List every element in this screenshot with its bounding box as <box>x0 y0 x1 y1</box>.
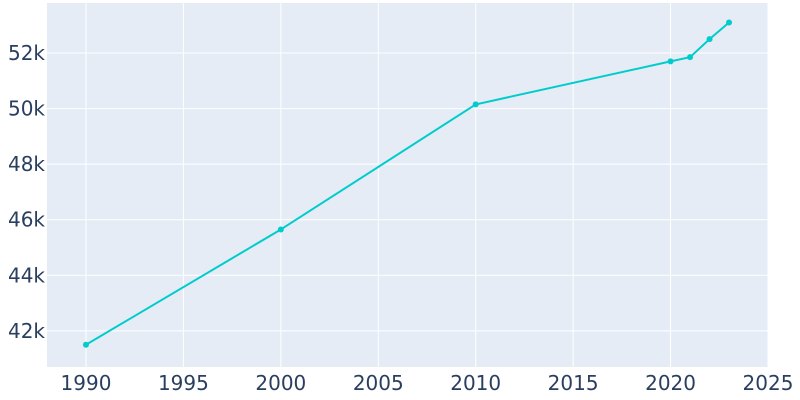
x-tick-label: 2015 <box>548 371 599 395</box>
data-point <box>277 226 284 233</box>
data-point <box>706 36 713 43</box>
grid-lines <box>47 3 769 367</box>
data-point <box>687 54 694 61</box>
x-tick-label: 2010 <box>450 371 501 395</box>
data-point <box>82 341 89 348</box>
x-tick-label: 2005 <box>353 371 404 395</box>
x-tick-label: 1995 <box>158 371 209 395</box>
y-tick-label: 44k <box>8 263 45 287</box>
y-tick-label: 48k <box>8 152 45 176</box>
data-point <box>472 101 479 108</box>
x-tick-label: 2020 <box>645 371 696 395</box>
x-tick-label: 1990 <box>61 371 112 395</box>
plot-area <box>47 3 768 367</box>
y-tick-label: 42k <box>8 319 45 343</box>
data-point <box>667 58 674 65</box>
x-tick-label: 2000 <box>255 371 306 395</box>
y-tick-label: 52k <box>8 41 45 65</box>
series-layer <box>82 19 733 348</box>
x-axis: 1990 1995 2000 2005 2010 2015 2020 2025 <box>61 371 794 395</box>
y-axis: 42k 44k 46k 48k 50k 52k <box>8 41 45 343</box>
data-point <box>726 19 733 26</box>
y-tick-label: 46k <box>8 208 45 232</box>
y-tick-label: 50k <box>8 97 45 121</box>
x-tick-label: 2025 <box>743 371 794 395</box>
